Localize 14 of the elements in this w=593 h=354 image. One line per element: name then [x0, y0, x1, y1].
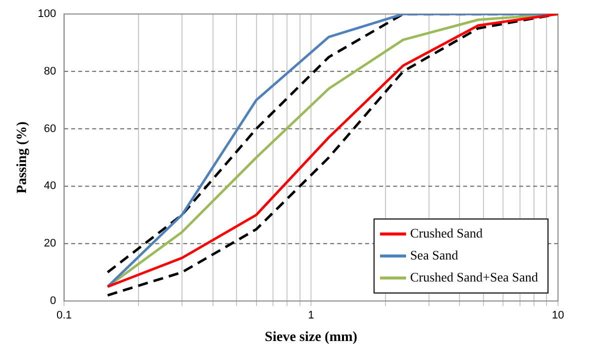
y-axis-title: Passing (%) [15, 121, 30, 194]
legend-label: Sea Sand [410, 247, 459, 262]
legend-label: Crushed Sand [410, 225, 484, 240]
y-tick-label: 60 [44, 122, 56, 135]
x-tick-label: 1 [308, 310, 314, 322]
x-axis-title: Sieve size (mm) [264, 330, 358, 346]
y-tick-label: 20 [44, 238, 56, 250]
y-tick-label: 40 [44, 180, 56, 192]
y-tick-label: 80 [44, 65, 56, 78]
x-tick-label: 10 [552, 310, 564, 322]
legend-label: Crushed Sand+Sea Sand [410, 269, 538, 284]
x-tick-label: 0.1 [56, 310, 72, 322]
y-tick-label: 0 [50, 295, 56, 308]
y-tick-label: 100 [38, 8, 56, 20]
